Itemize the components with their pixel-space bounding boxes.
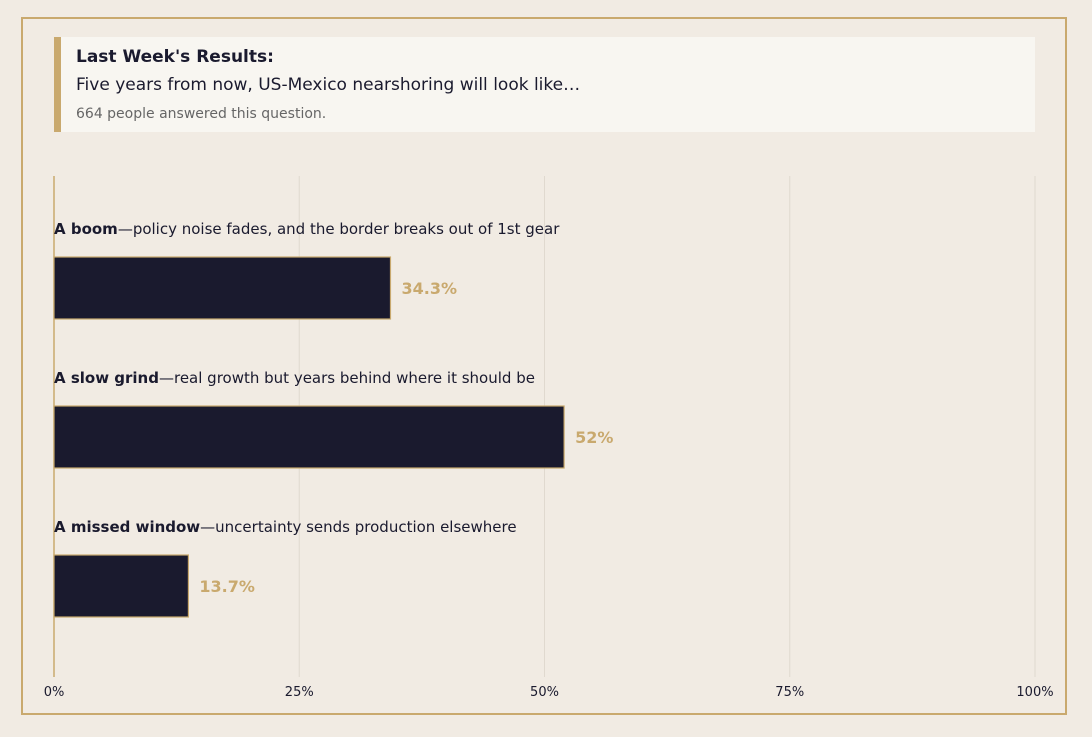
option-label: A boom—policy noise fades, and the borde…: [54, 220, 559, 238]
option-label: A slow grind—real growth but years behin…: [54, 369, 535, 387]
option-label: A missed window—uncertainty sends produc…: [54, 518, 517, 536]
value-label: 52%: [575, 428, 613, 447]
option-lead: A slow grind: [54, 369, 159, 387]
option-lead: A missed window: [54, 518, 201, 536]
value-label: 13.7%: [199, 577, 255, 596]
results-header: Last Week's Results: Five years from now…: [54, 37, 1035, 132]
option-description: —real growth but years behind where it s…: [158, 369, 535, 387]
x-tick-label: 25%: [285, 685, 314, 700]
option-description: —policy noise fades, and the border brea…: [117, 220, 560, 238]
results-title: Last Week's Results:: [76, 47, 274, 67]
bar: [53, 256, 392, 320]
poll-question: Five years from now, US-Mexico nearshori…: [76, 75, 581, 95]
option-description: —uncertainty sends production elsewhere: [200, 518, 517, 536]
bar: [53, 405, 565, 469]
x-tick-label: 50%: [530, 685, 559, 700]
x-tick-label: 100%: [1016, 685, 1053, 700]
card-frame: [21, 17, 1067, 715]
x-tick-label: 0%: [44, 685, 65, 700]
option-lead: A boom: [54, 220, 118, 238]
value-label: 34.3%: [401, 279, 457, 298]
bar: [53, 554, 189, 618]
response-count: 664 people answered this question.: [76, 106, 327, 122]
x-tick-label: 75%: [775, 685, 804, 700]
